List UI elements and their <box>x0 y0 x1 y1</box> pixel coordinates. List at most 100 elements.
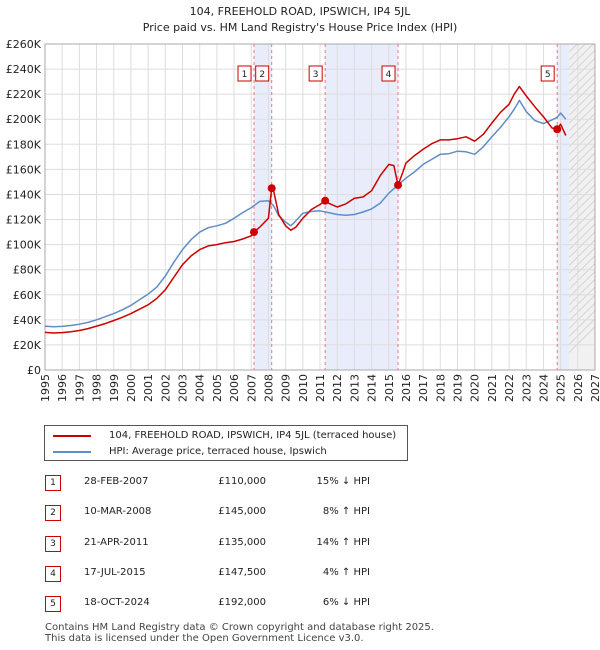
x-tick-label: 2017 <box>417 374 430 402</box>
y-tick-label: £220K <box>6 88 42 101</box>
transaction-date: 21-APR-2011 <box>84 537 149 548</box>
y-tick-label: £60K <box>13 289 42 302</box>
transaction-badge <box>381 65 396 82</box>
x-tick-label: 1998 <box>91 374 104 402</box>
forecast-hatch <box>569 199 595 227</box>
price-chart: 104, FREEHOLD ROAD, IPSWICH, IP4 5JL Pri… <box>6 5 600 402</box>
forecast-hatch <box>569 191 595 219</box>
legend-label-property: 104, FREEHOLD ROAD, IPSWICH, IP4 5JL (te… <box>109 430 397 441</box>
y-tick-label: £140K <box>6 188 42 201</box>
transaction-number: 2 <box>45 505 61 521</box>
forecast-hatch <box>569 49 595 77</box>
legend-swatch-hpi <box>53 451 91 453</box>
x-tick-label: 2004 <box>194 374 207 402</box>
x-tick-label: 1999 <box>108 374 121 402</box>
transaction-row: 2 10-MAR-2008 £145,000 8% ↑ HPI <box>0 505 600 525</box>
chart-subtitle: Price paid vs. HM Land Registry's House … <box>143 21 458 34</box>
transaction-hpi-diff: 8% ↑ HPI <box>322 506 370 517</box>
transaction-number: 5 <box>45 596 61 612</box>
y-tick-label: £160K <box>6 163 42 176</box>
x-tick-label: 2012 <box>331 374 344 402</box>
transaction-badge <box>255 65 270 82</box>
transaction-hpi-diff: 15% ↓ HPI <box>316 476 370 487</box>
transaction-date: 10-MAR-2008 <box>84 506 152 517</box>
transaction-row: 3 21-APR-2011 £135,000 14% ↑ HPI <box>0 536 600 556</box>
forecast-hatch <box>569 44 570 45</box>
x-tick-label: 2005 <box>211 374 224 402</box>
x-tick-label: 2018 <box>434 374 447 402</box>
x-tick-label: 2025 <box>555 374 568 402</box>
transaction-hpi-diff: 4% ↑ HPI <box>322 567 370 578</box>
y-tick-label: £20K <box>13 339 42 352</box>
transaction-date: 17-JUL-2015 <box>84 567 146 578</box>
legend-label-hpi: HPI: Average price, terraced house, Ipsw… <box>109 446 327 457</box>
shaded-span <box>557 44 570 370</box>
x-tick-label: 2027 <box>589 374 600 402</box>
transaction-badge <box>237 65 252 82</box>
series-line-property <box>44 85 567 334</box>
x-tick-label: 2011 <box>314 374 327 402</box>
transaction-row: 4 17-JUL-2015 £147,500 4% ↑ HPI <box>0 566 600 586</box>
transaction-hpi-diff: 6% ↓ HPI <box>322 597 370 608</box>
transaction-number: 3 <box>45 536 61 552</box>
forecast-hatch <box>569 183 595 211</box>
x-tick-label: 2016 <box>400 374 413 402</box>
transaction-badge <box>540 65 555 82</box>
x-tick-label: 2007 <box>245 374 258 402</box>
x-tick-label: 2009 <box>280 374 293 402</box>
forecast-hatch <box>569 96 595 124</box>
x-tick-label: 2026 <box>572 374 585 402</box>
x-tick-label: 2006 <box>228 374 241 402</box>
x-tick-label: 2022 <box>503 374 516 402</box>
x-tick-label: 2010 <box>297 374 310 402</box>
transaction-row: 5 18-OCT-2024 £192,000 6% ↓ HPI <box>0 596 600 616</box>
chart-title: 104, FREEHOLD ROAD, IPSWICH, IP4 5JL <box>190 5 412 18</box>
y-tick-label: £200K <box>6 113 42 126</box>
footer: Contains HM Land Registry data © Crown c… <box>45 622 434 644</box>
shaded-span <box>254 44 272 370</box>
forecast-hatch <box>569 44 586 61</box>
x-tick-label: 1995 <box>39 374 52 402</box>
y-tick-label: £180K <box>6 138 42 151</box>
transaction-date: 28-FEB-2007 <box>84 476 149 487</box>
x-tick-label: 2023 <box>520 374 533 402</box>
x-tick-label: 2015 <box>383 374 396 402</box>
sale-point <box>250 228 258 237</box>
x-tick-label: 1996 <box>56 374 69 402</box>
transaction-price: £147,500 <box>218 567 266 578</box>
series-line-hpi <box>44 99 567 328</box>
forecast-hatch <box>569 302 595 330</box>
footer-licence: This data is licensed under the Open Gov… <box>45 633 364 644</box>
transaction-badge-label: 4 <box>386 70 392 80</box>
x-tick-label: 2019 <box>452 374 465 402</box>
x-tick-label: 2002 <box>159 374 172 402</box>
transaction-badge-label: 2 <box>259 70 265 80</box>
x-tick-label: 2020 <box>469 374 482 402</box>
y-tick-label: £80K <box>13 264 42 277</box>
x-tick-label: 2024 <box>537 374 550 402</box>
transaction-price: £110,000 <box>218 476 266 487</box>
sale-point <box>553 125 562 134</box>
x-tick-label: 2003 <box>177 374 190 402</box>
y-tick-label: £100K <box>6 239 42 252</box>
x-tick-label: 2000 <box>125 374 138 402</box>
forecast-hatch <box>569 310 595 338</box>
x-tick-label: 2021 <box>486 374 499 402</box>
transaction-number: 1 <box>45 475 61 491</box>
sale-point <box>394 181 403 190</box>
transaction-badge-label: 3 <box>313 70 319 80</box>
x-tick-label: 2001 <box>142 374 155 402</box>
transaction-price: £192,000 <box>218 597 266 608</box>
chart-legend: 104, FREEHOLD ROAD, IPSWICH, IP4 5JL (te… <box>44 425 408 461</box>
forecast-hatch <box>569 73 595 101</box>
transaction-price: £135,000 <box>218 537 266 548</box>
transaction-badge-label: 5 <box>545 70 551 80</box>
transaction-price: £145,000 <box>218 506 266 517</box>
transaction-row: 1 28-FEB-2007 £110,000 15% ↓ HPI <box>0 475 600 495</box>
legend-swatch-property <box>53 435 91 437</box>
y-tick-label: £120K <box>6 214 42 227</box>
transaction-badge <box>308 65 323 82</box>
transaction-date: 18-OCT-2024 <box>84 597 150 608</box>
forecast-hatch <box>569 294 595 322</box>
plot-frame <box>44 43 596 371</box>
